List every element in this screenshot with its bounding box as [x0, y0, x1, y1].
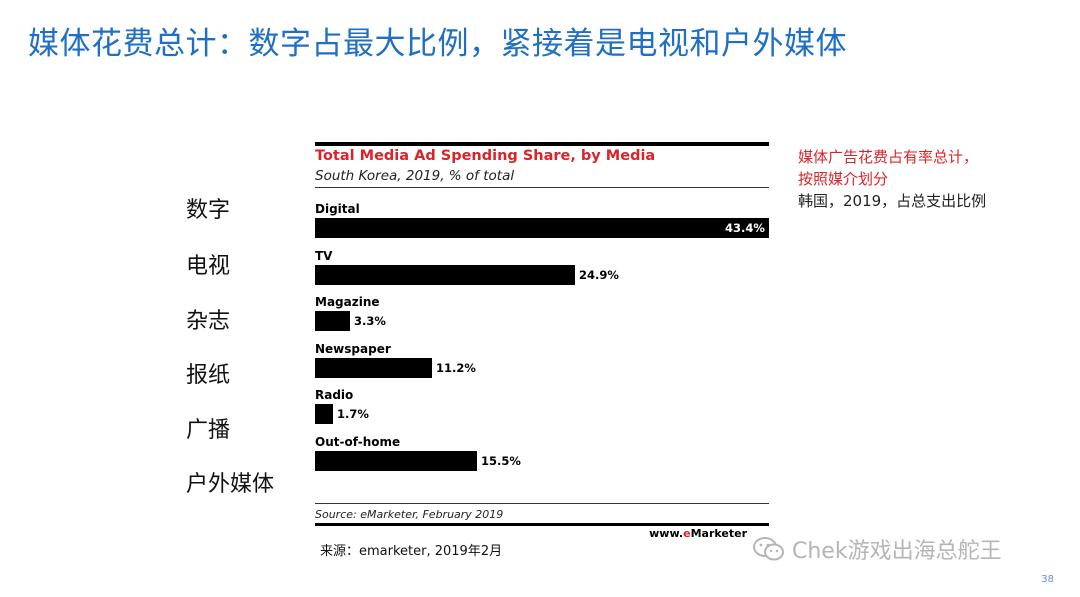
bar-label-digital: Digital [315, 202, 360, 216]
note-line-1: 媒体广告花费占有率总计， [798, 148, 979, 166]
chart-subtitle: South Korea, 2019, % of total [315, 168, 515, 184]
chart-title: Total Media Ad Spending Share, by Media [315, 148, 656, 164]
bar-tv [315, 264, 575, 285]
bar-label-magazine: Magazine [315, 295, 380, 309]
bar-radio [315, 404, 333, 424]
cn-label-radio: 广播 [186, 418, 231, 443]
wechat-icon [753, 537, 784, 561]
watermark: Chek游戏出海总舵王 [752, 533, 1002, 565]
bar-magazine [315, 311, 350, 331]
cn-label-magazine: 杂志 [186, 309, 231, 334]
chart-header-rule [315, 187, 769, 188]
bar-newspaper [315, 357, 432, 378]
page-number: 38 [1041, 574, 1054, 585]
cn-label-digital: 数字 [186, 198, 231, 223]
cn-label-newspaper: 报纸 [186, 363, 231, 388]
bar-digital [315, 218, 769, 238]
note-line-2: 按照媒介划分 [798, 170, 889, 188]
watermark-text: Chek游戏出海总舵王 [792, 539, 1002, 564]
bar-label-radio: Radio [315, 388, 354, 402]
chart-bottom-rule [315, 523, 769, 526]
bar-label-out-of-home: Out-of-home [315, 434, 401, 449]
chart-top-rule [315, 142, 769, 146]
chart-note-red: 媒体广告花费占有率总计， 按照媒介划分 [798, 146, 978, 190]
emarketer-logo: www.eMarketer [649, 527, 747, 540]
brand-accent: e [683, 527, 691, 540]
chart-footer-rule [315, 503, 769, 504]
chart-source: Source: eMarketer, February 2019 [315, 508, 504, 521]
bar-value-out-of-home: 15.5% [481, 453, 521, 468]
bar-label-newspaper: Newspaper [315, 341, 391, 356]
cn-label-out-of-home: 户外媒体 [186, 472, 275, 497]
bar-value-magazine: 3.3% [354, 314, 386, 328]
bar-value-newspaper: 11.2% [436, 360, 476, 375]
cn-label-tv: 电视 [186, 254, 231, 279]
chart-note-black: 韩国，2019，占总支出比例 [798, 192, 987, 210]
bar-value-radio: 1.7% [337, 407, 369, 421]
bar-out-of-home [315, 450, 477, 471]
bar-label-tv: TV [315, 248, 333, 263]
slide-title: 媒体花费总计：数字占最大比例，紧接着是电视和户外媒体 [28, 26, 847, 62]
bar-value-tv: 24.9% [579, 267, 619, 282]
brand-suffix: Marketer [690, 527, 747, 540]
source-caption: 来源：emarketer, 2019年2月 [320, 544, 503, 559]
brand-prefix: www. [649, 527, 684, 540]
bar-value-digital: 43.4% [725, 221, 765, 235]
bar-chart: Total Media Ad Spending Share, by Media … [315, 142, 769, 542]
